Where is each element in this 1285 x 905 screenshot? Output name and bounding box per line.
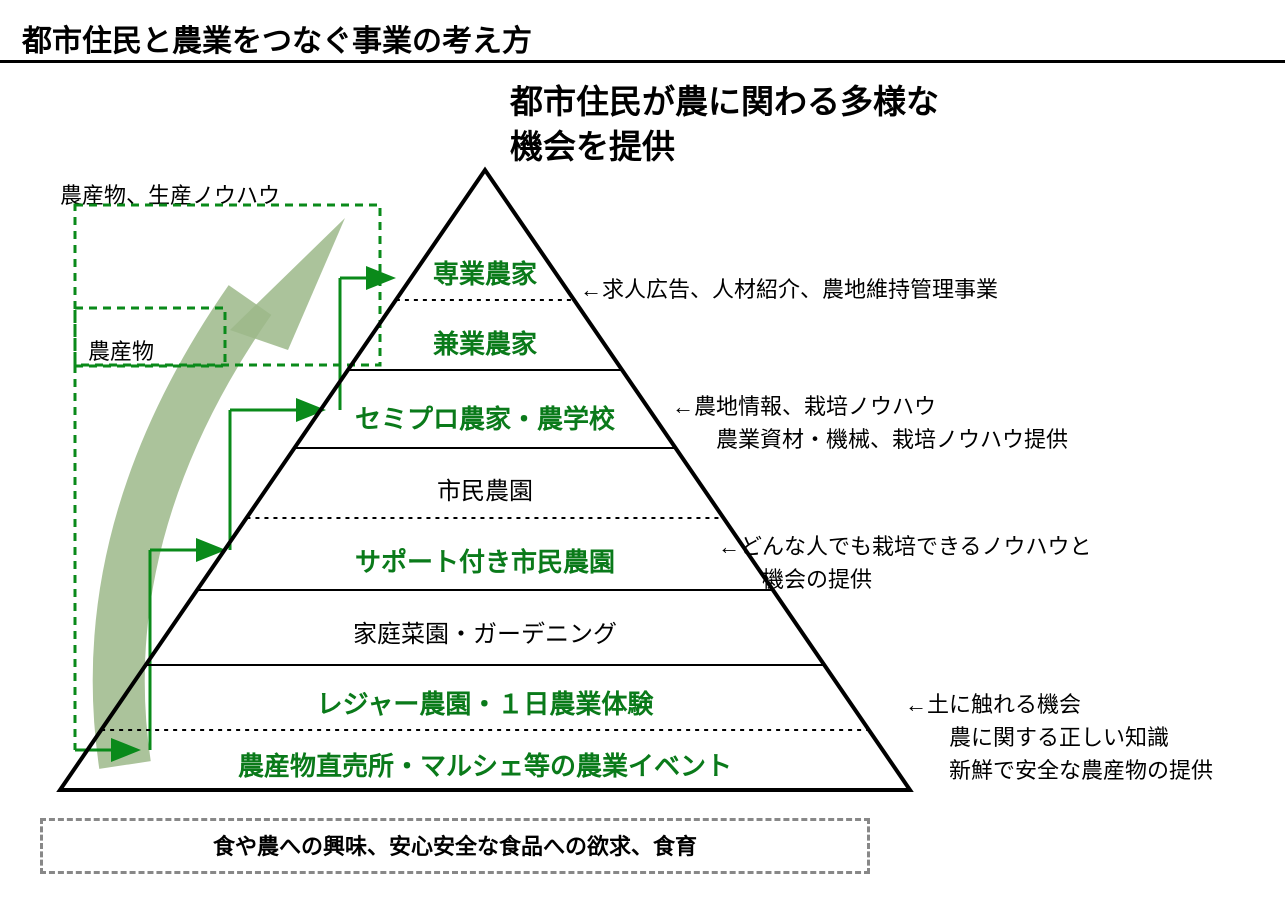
pyramid-level-3: 市民農園 [30, 471, 940, 506]
annotation-3: ←土に触れる機会 農に関する正しい知識 新鮮で安全な農産物の提供 [905, 688, 1213, 787]
pyramid-level-1: 兼業農家 [30, 324, 940, 361]
pyramid-level-5: 家庭菜園・ガーデニング [30, 614, 940, 649]
bottom-caption-box: 食や農への興味、安心安全な食品への欲求、食育 [40, 818, 870, 874]
annotation-2: ←どんな人でも栽培できるノウハウと 機会の提供 [718, 530, 1092, 596]
pyramid-level-7: 農産物直売所・マルシェ等の農業イベント [30, 746, 940, 783]
page-title: 都市住民と農業をつなぐ事業の考え方 [22, 16, 532, 60]
annotation-1: ←農地情報、栽培ノウハウ 農業資材・機械、栽培ノウハウ提供 [672, 390, 1068, 456]
title-underline [0, 60, 1285, 63]
annotation-0: ←求人広告、人材紹介、農地維持管理事業 [580, 273, 998, 306]
pyramid-level-6: レジャー農園・１日農業体験 [30, 684, 940, 721]
subtitle: 都市住民が農に関わる多様な機会を提供 [510, 80, 939, 169]
pyramid-diagram: 専業農家兼業農家セミプロ農家・農学校市民農園サポート付き市民農園家庭菜園・ガーデ… [30, 170, 900, 790]
